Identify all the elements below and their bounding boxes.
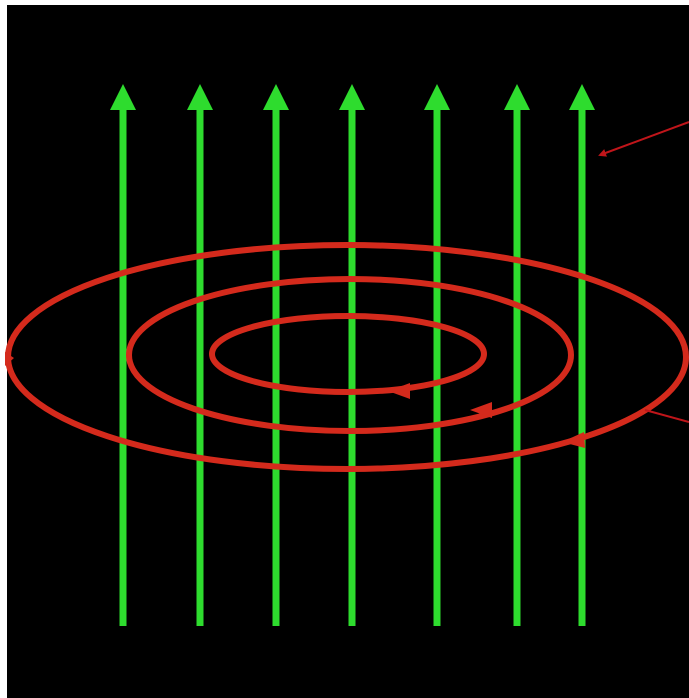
loop-arrow: [562, 432, 585, 448]
field-line: [187, 84, 213, 626]
field-line: [110, 84, 136, 626]
middle-loop: [126, 276, 574, 434]
loop-arrows: [5, 352, 585, 448]
pointer: [598, 121, 689, 157]
loop-arrow: [470, 402, 492, 418]
field-line: [339, 84, 365, 626]
field-line: [504, 84, 530, 626]
field-line: [263, 84, 289, 626]
field-line: [424, 84, 450, 626]
loop-arrow: [388, 383, 410, 399]
field-lines: [110, 84, 595, 626]
inner-loop: [209, 313, 487, 395]
pointers: [598, 121, 689, 423]
pointer: [644, 409, 689, 423]
field-line: [569, 84, 595, 626]
loop-arrow: [5, 352, 14, 366]
